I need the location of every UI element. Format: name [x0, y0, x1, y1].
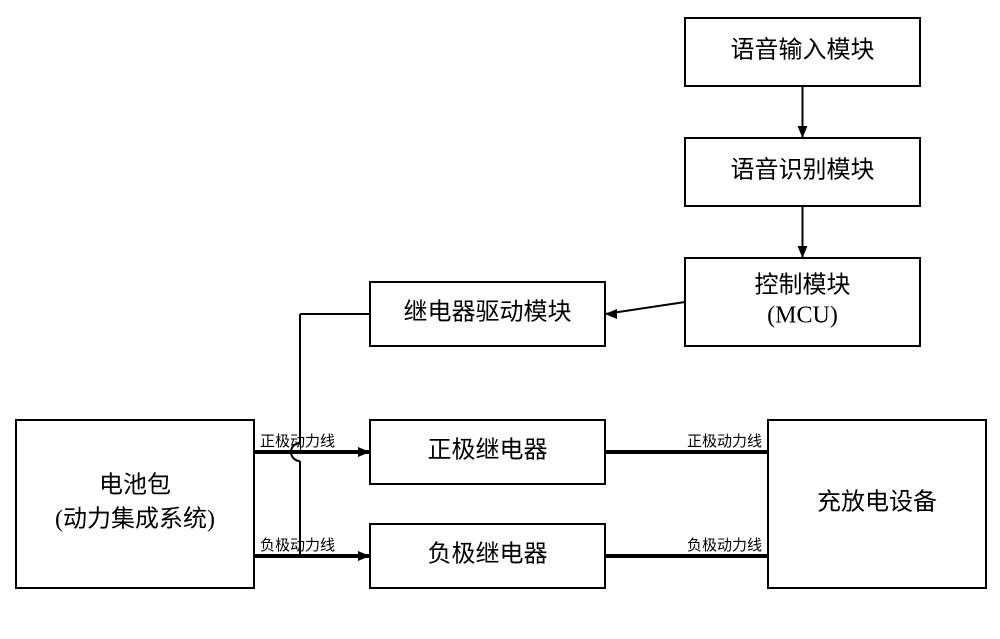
node-voice_input-label: 语音输入模块: [731, 37, 875, 64]
arrow-mcu-to-relay_driver: [605, 302, 685, 319]
node-voice_recog-label: 语音识别模块: [731, 157, 875, 184]
arrow-voice_input-to-voice_recog: [798, 86, 808, 138]
wire-label: 负极动力线: [687, 537, 762, 554]
node-mcu: 控制模块 (MCU): [685, 258, 920, 346]
node-mcu-label: (MCU): [767, 303, 838, 329]
node-battery-label: (动力集成系统): [55, 506, 215, 533]
node-mcu-label: 控制模块: [755, 272, 851, 299]
node-neg_relay: 负极继电器: [370, 524, 605, 588]
node-pos_relay-label: 正极继电器: [428, 437, 548, 464]
node-charger-label: 充放电设备: [817, 489, 937, 516]
node-battery: 电池包 (动力集成系统): [16, 420, 254, 588]
node-voice_recog: 语音识别模块: [685, 138, 920, 206]
wire-label: 正极动力线: [687, 433, 762, 450]
node-relay_driver: 继电器驱动模块: [370, 282, 605, 346]
wire-label: 正极动力线: [260, 433, 335, 450]
node-neg_relay-label: 负极继电器: [428, 541, 548, 568]
node-pos_relay: 正极继电器: [370, 420, 605, 484]
node-relay_driver-label: 继电器驱动模块: [404, 299, 572, 326]
node-charger: 充放电设备: [768, 420, 986, 588]
node-voice_input: 语音输入模块: [685, 18, 920, 86]
arrow-voice_recog-to-mcu: [798, 206, 808, 258]
node-battery-label: 电池包: [99, 472, 171, 499]
wire-label: 负极动力线: [260, 537, 335, 554]
